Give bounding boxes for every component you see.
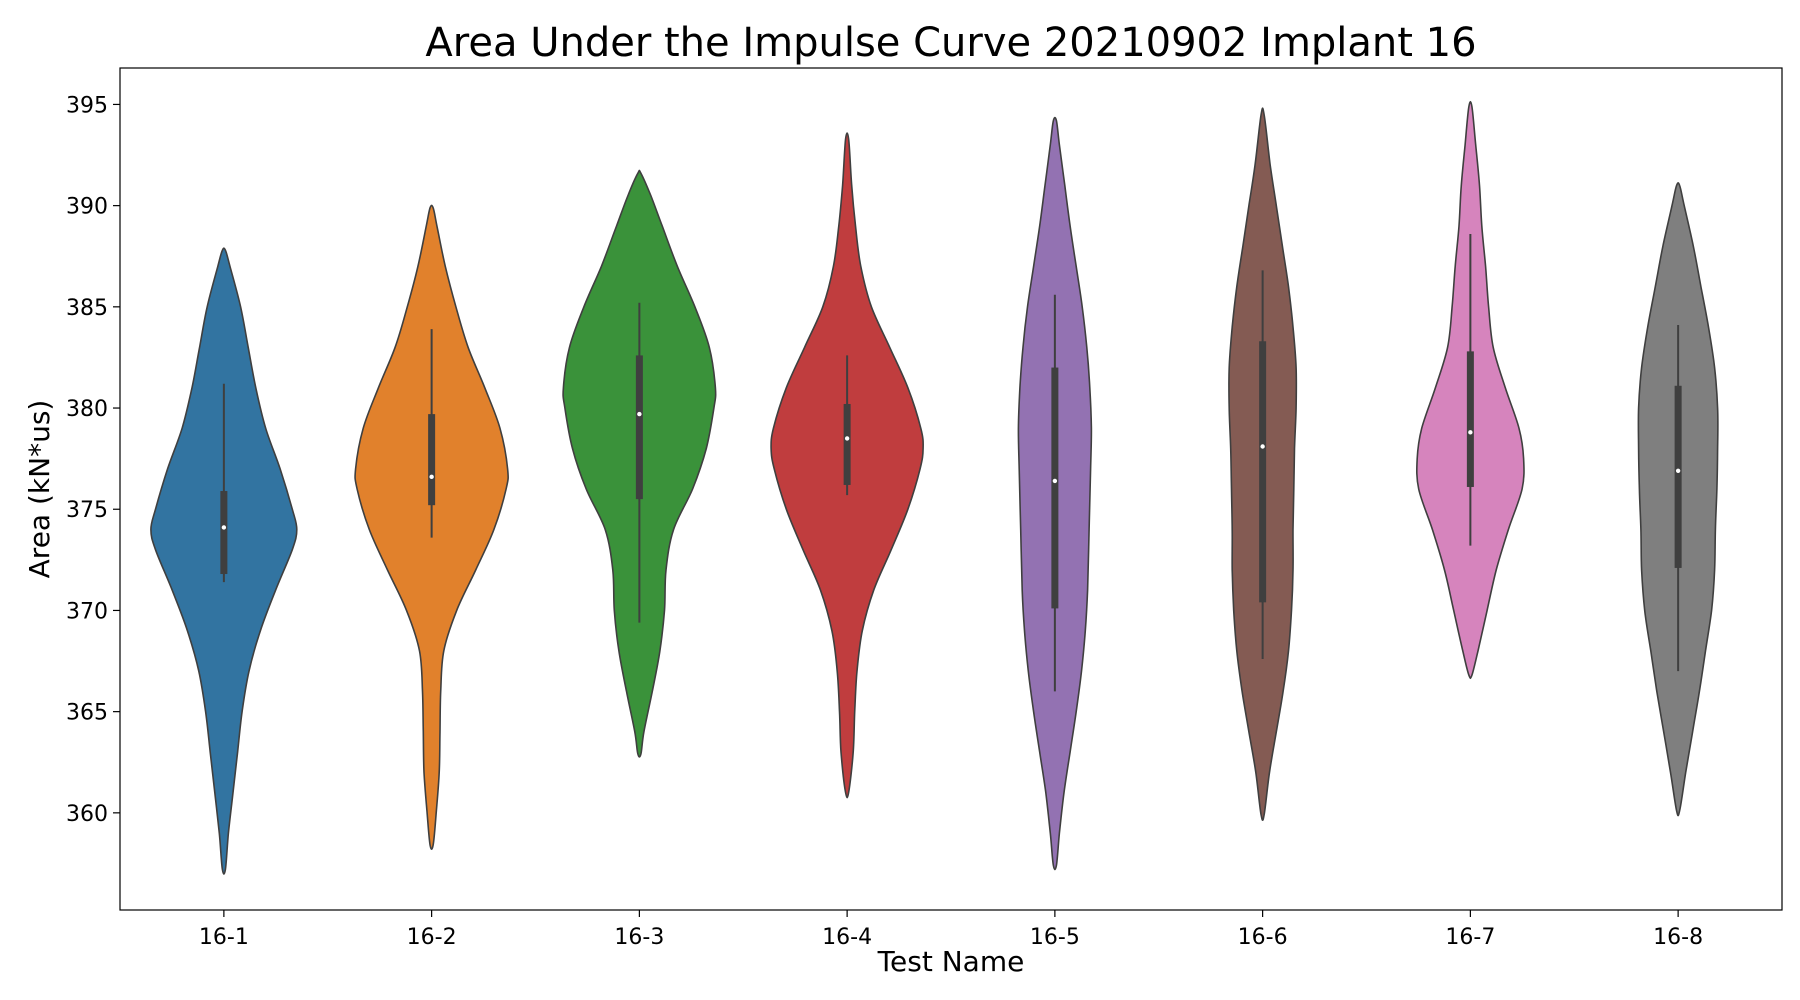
x-tick-label-16-3: 16-3 — [614, 925, 664, 950]
iqr-box-16-1 — [220, 491, 228, 575]
x-tick-label-16-2: 16-2 — [407, 925, 457, 950]
median-dot-16-4 — [844, 436, 850, 441]
iqr-box-16-4 — [843, 403, 851, 485]
violin-group-16-6 — [1228, 107, 1298, 822]
y-axis: 360 365 370 375 380 385 390 395 — [66, 93, 120, 827]
median-dot-16-3 — [637, 411, 642, 417]
x-tick-label-16-1: 16-1 — [199, 925, 249, 950]
y-tick-label-390: 390 — [66, 195, 108, 220]
violin-group-16-5 — [1017, 116, 1093, 871]
plot-frame — [119, 67, 1783, 911]
y-tick-label-385: 385 — [66, 296, 108, 321]
y-tick-label-360: 360 — [66, 802, 108, 827]
iqr-box-16-8 — [1674, 385, 1682, 568]
iqr-box-16-7 — [1466, 351, 1474, 487]
median-dot-16-5 — [1052, 478, 1058, 484]
median-dot-16-2 — [429, 474, 434, 480]
median-dot-16-1 — [221, 525, 227, 530]
violin-group-16-8 — [1637, 182, 1719, 817]
x-tick-label-16-6: 16-6 — [1238, 925, 1288, 950]
median-dot-16-7 — [1468, 430, 1473, 435]
y-axis-label: Area (kN*us) — [23, 400, 56, 579]
violin-group-16-2 — [354, 204, 509, 851]
median-dot-16-8 — [1675, 468, 1681, 473]
y-tick-label-380: 380 — [66, 397, 108, 422]
x-axis-label: Test Name — [877, 945, 1025, 978]
iqr-box-16-3 — [635, 355, 643, 500]
violin-group-16-1 — [150, 247, 298, 875]
median-dot-16-6 — [1260, 444, 1265, 449]
y-tick-label-365: 365 — [66, 701, 108, 726]
violin-group-16-3 — [562, 169, 717, 758]
violin-group-16-4 — [770, 132, 924, 799]
x-axis: 16-1 16-2 16-3 16-4 16-5 16-6 16-7 16-8 — [199, 910, 1703, 950]
iqr-box-16-6 — [1259, 341, 1267, 603]
y-tick-label-395: 395 — [66, 93, 108, 118]
iqr-box-16-5 — [1051, 367, 1059, 609]
iqr-box-16-2 — [428, 414, 436, 506]
y-tick-label-375: 375 — [66, 498, 108, 523]
violin-group-16-7 — [1415, 100, 1525, 680]
x-tick-label-16-5: 16-5 — [1030, 925, 1080, 950]
x-tick-label-16-8: 16-8 — [1653, 925, 1703, 950]
chart-title: Area Under the Impulse Curve 20210902 Im… — [425, 20, 1476, 66]
y-tick-label-370: 370 — [66, 599, 108, 624]
plot-area — [150, 100, 1719, 875]
x-tick-label-16-4: 16-4 — [822, 925, 872, 950]
x-tick-label-16-7: 16-7 — [1445, 925, 1495, 950]
